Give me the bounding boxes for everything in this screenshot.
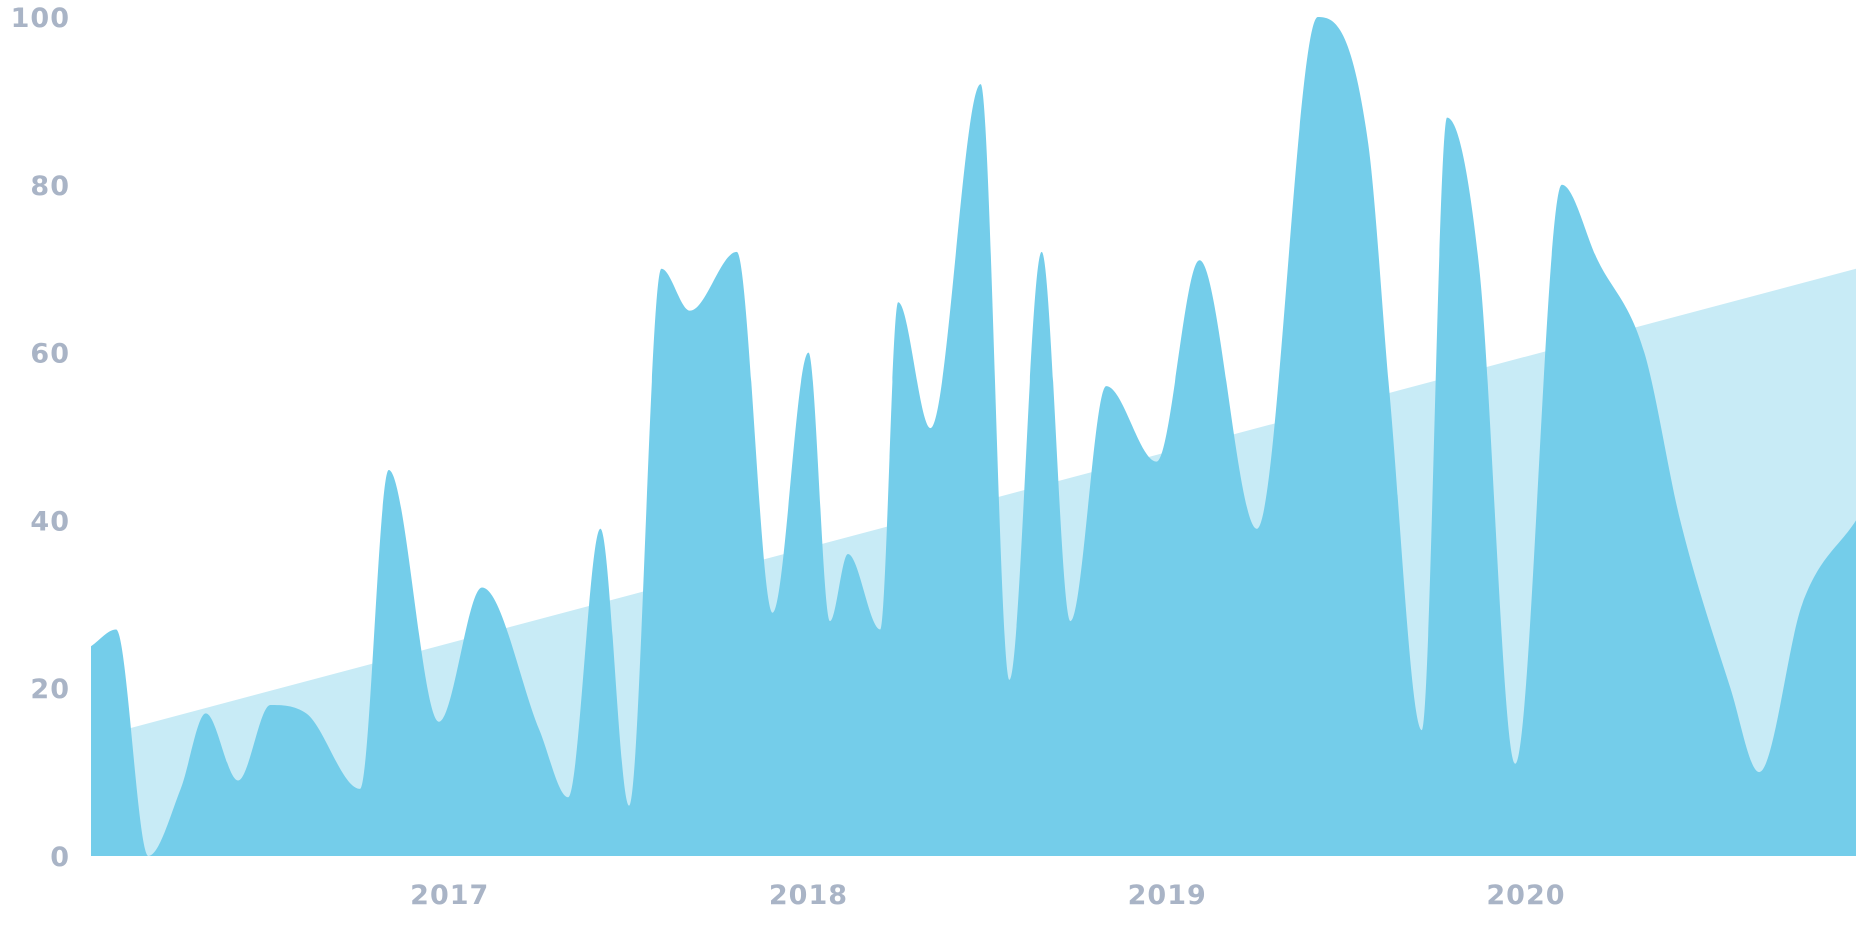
x-tick-label: 2017	[410, 880, 489, 911]
series-layer	[91, 17, 1856, 856]
y-tick-label: 40	[30, 506, 70, 537]
x-tick-label: 2020	[1486, 880, 1565, 911]
x-tick-label: 2019	[1128, 880, 1207, 911]
y-tick-label: 0	[50, 842, 70, 873]
x-tick-label: 2018	[769, 880, 848, 911]
x-axis: 2017 2018 2019 2020	[410, 880, 1565, 911]
y-tick-label: 60	[30, 339, 70, 370]
y-tick-label: 20	[30, 674, 70, 705]
series-area-0	[91, 17, 1856, 856]
y-axis: 0 20 40 60 80 100	[11, 3, 70, 873]
y-tick-label: 80	[30, 171, 70, 202]
y-tick-label: 100	[11, 3, 70, 34]
